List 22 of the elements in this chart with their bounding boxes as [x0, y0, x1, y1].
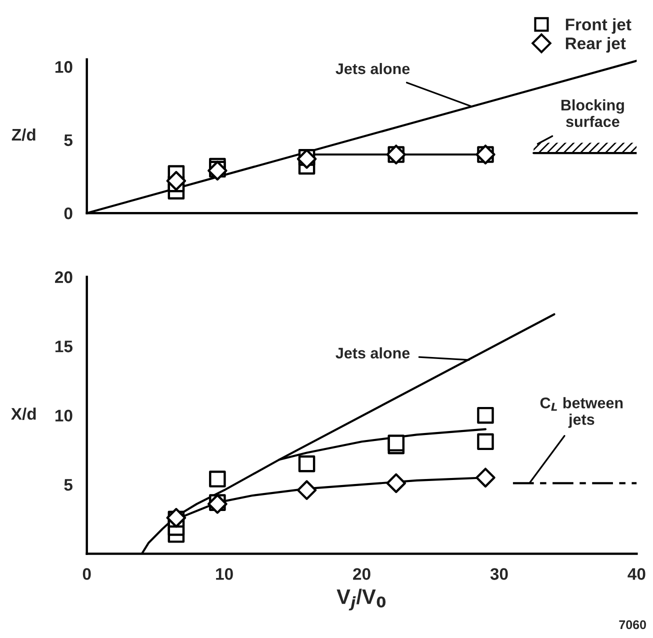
- y-tick-label: 15: [55, 340, 72, 352]
- x-tick-label: 10: [216, 568, 233, 580]
- y-axis-title: X/d: [11, 408, 36, 420]
- x-tick-label: 30: [490, 568, 508, 580]
- annotation: C$_{L}$ between jets: [540, 397, 623, 428]
- y-axis-title: Z/d: [12, 128, 36, 141]
- annotation: Jets alone: [336, 62, 410, 74]
- y-tick-label: 10: [55, 61, 72, 73]
- y-tick-label: 5: [64, 134, 72, 146]
- y-tick-label: 10: [55, 410, 72, 422]
- y-tick-label: 20: [55, 271, 72, 284]
- legend-label: Front jet: [566, 18, 632, 34]
- x-tick-label: 20: [353, 568, 370, 580]
- y-tick-label: 5: [64, 479, 72, 491]
- x-tick-label: 40: [628, 568, 646, 580]
- x-axis-title: V$_{j}$/V$_{0}$: [336, 588, 386, 610]
- y-tick-label: 0: [64, 207, 72, 220]
- annotation: Blocking surface: [561, 99, 624, 128]
- text: 7060: [619, 620, 646, 630]
- legend-label: Rear jet: [566, 37, 626, 53]
- x-tick-label: 0: [82, 568, 91, 580]
- annotation: Jets alone: [336, 347, 410, 359]
